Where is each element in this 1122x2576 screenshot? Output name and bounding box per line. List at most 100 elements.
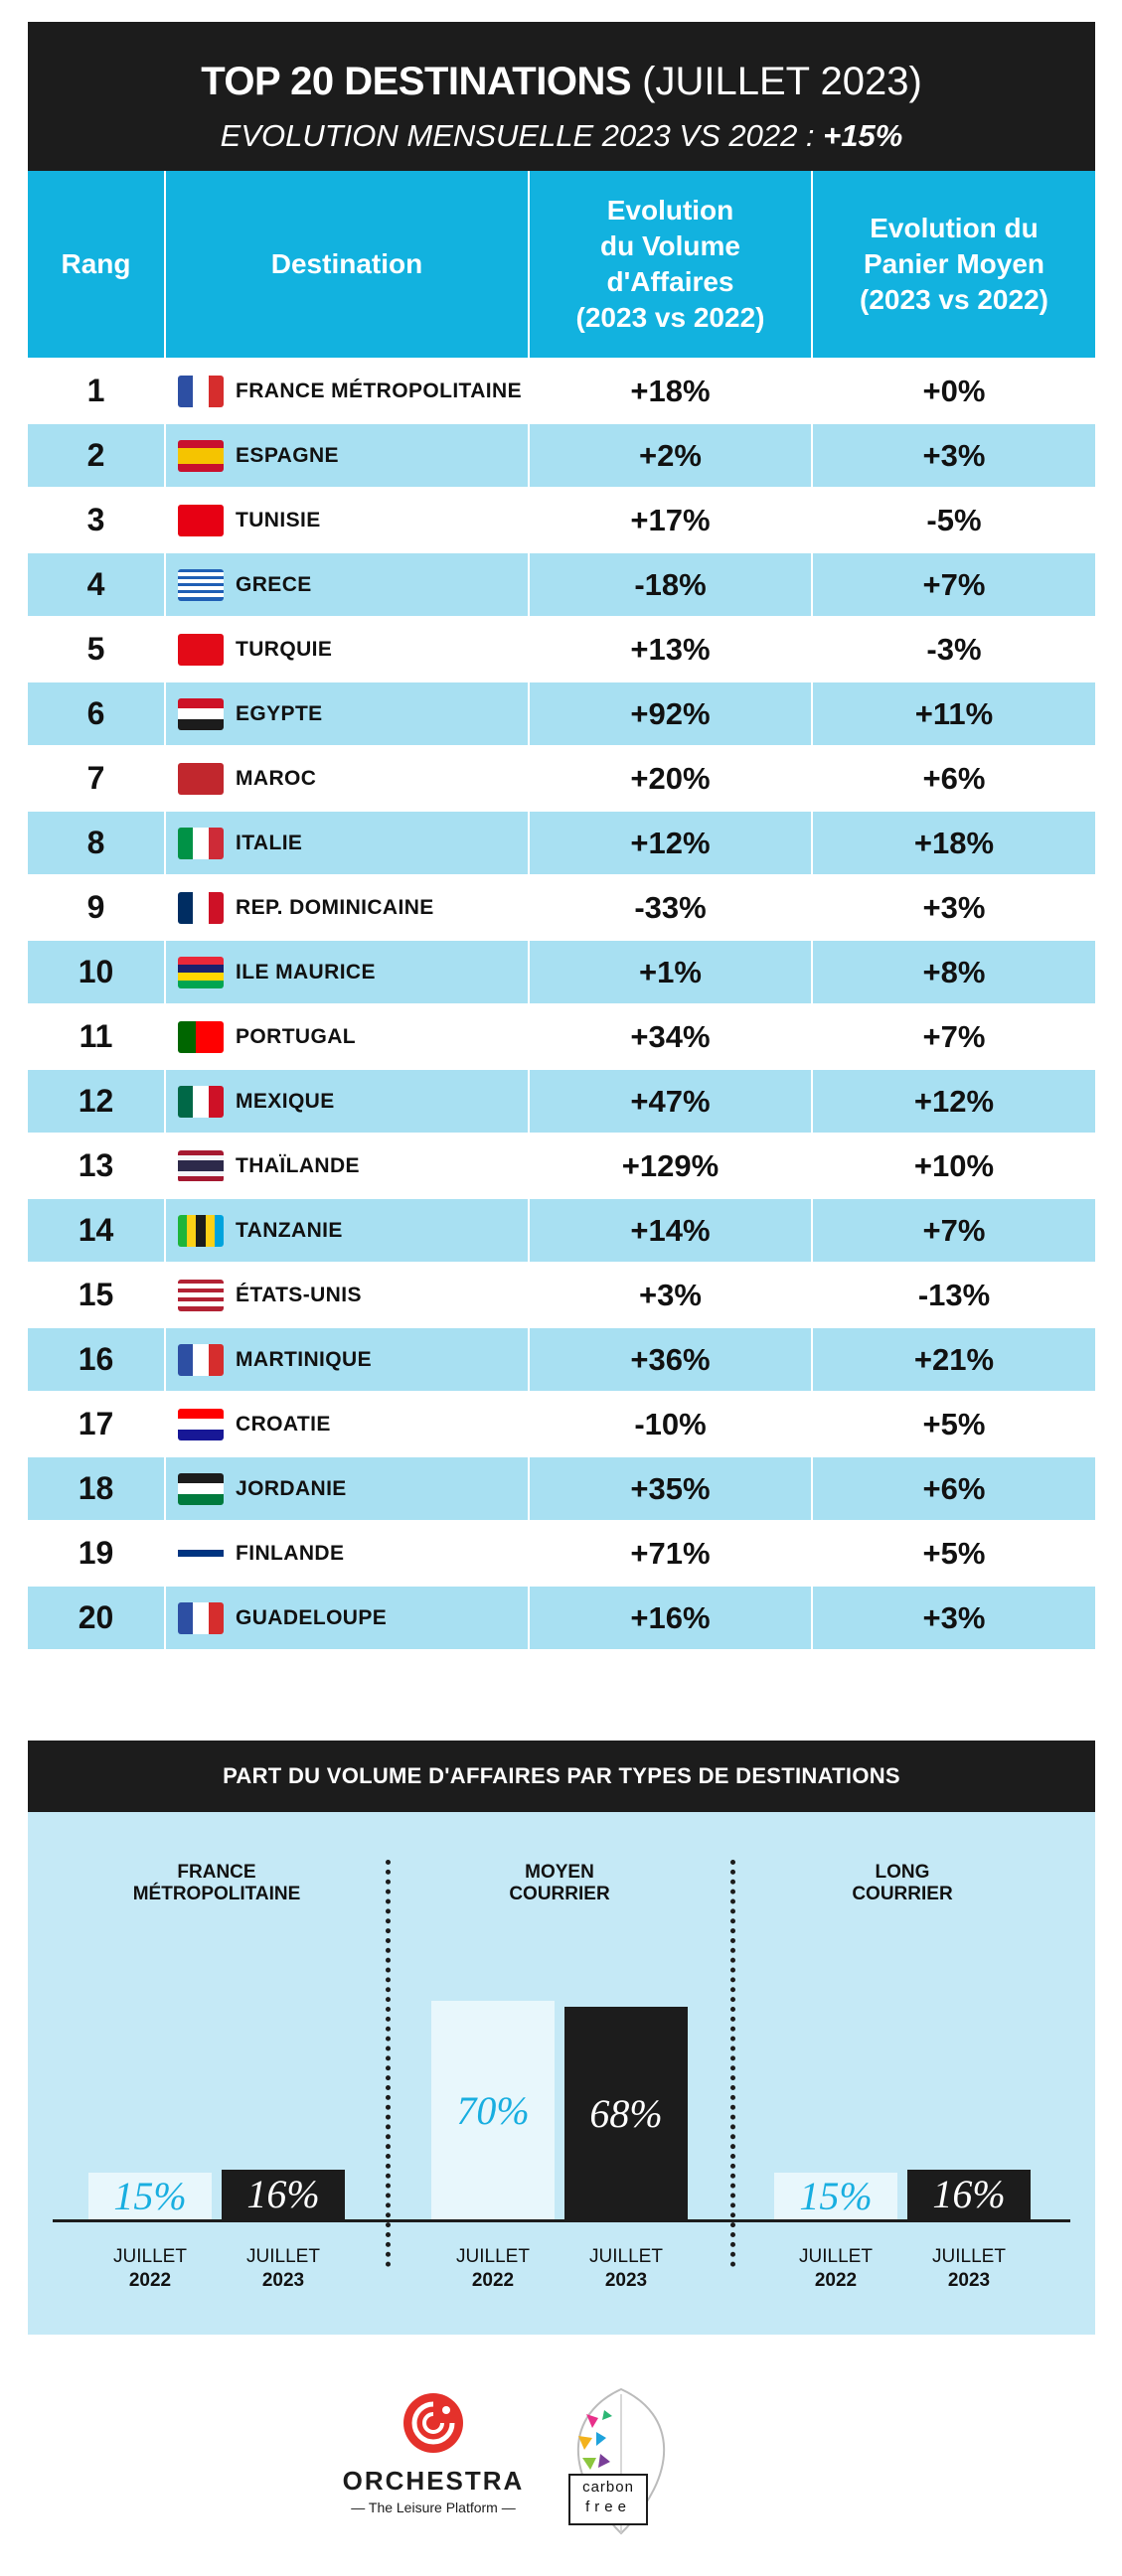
table-row: 15 ÉTATS-UNIS +3% -13% bbox=[28, 1262, 1095, 1326]
column-header-destination: Destination bbox=[164, 171, 528, 358]
panier-evolution-cell: +11% bbox=[811, 682, 1095, 745]
category-label: LONG COURRIER bbox=[852, 1862, 953, 1904]
bar-value-label: 68% bbox=[589, 2090, 663, 2136]
panier-evolution-cell: +7% bbox=[811, 1199, 1095, 1262]
destination-name: ESPAGNE bbox=[236, 443, 339, 467]
volume-evolution-cell: -33% bbox=[528, 876, 811, 939]
destination-name: ILE MAURICE bbox=[236, 960, 376, 984]
rank-cell: 16 bbox=[78, 1341, 114, 1377]
bar-2023-3: 16% bbox=[907, 2169, 1031, 2219]
panier-evolution-cell: +3% bbox=[811, 424, 1095, 487]
main-title-regular: (JUILLET 2023) bbox=[642, 60, 922, 103]
rank-cell: 18 bbox=[78, 1470, 114, 1506]
x-axis-label-month: JUILLET bbox=[932, 2246, 1006, 2267]
rank-cell: 15 bbox=[78, 1277, 114, 1312]
destination-name: GRECE bbox=[236, 572, 312, 596]
table-row: 16 MARTINIQUE +36% +21% bbox=[28, 1326, 1095, 1391]
rank-cell: 20 bbox=[78, 1599, 114, 1635]
category-label: FRANCE MÉTROPOLITAINE bbox=[132, 1862, 301, 1904]
usa-flag-icon bbox=[178, 1279, 224, 1311]
volume-evolution-cell: +14% bbox=[528, 1199, 811, 1262]
destination-cell: MAROC bbox=[164, 747, 528, 810]
table-row: 4 GRECE -18% +7% bbox=[28, 551, 1095, 616]
x-axis-label-year: 2022 bbox=[128, 2270, 172, 2291]
bar-2022-1: 15% bbox=[88, 2172, 212, 2219]
rank-cell: 11 bbox=[79, 1018, 113, 1054]
infographic-header: TOP 20 DESTINATIONS (JUILLET 2023) EVOLU… bbox=[28, 22, 1095, 171]
rank-cell: 17 bbox=[78, 1406, 114, 1441]
panier-evolution-cell: +5% bbox=[811, 1522, 1095, 1585]
main-title: TOP 20 DESTINATIONS (JUILLET 2023) bbox=[28, 58, 1095, 105]
destination-cell: GUADELOUPE bbox=[164, 1587, 528, 1649]
table-row: 8 ITALIE +12% +18% bbox=[28, 810, 1095, 874]
rank-cell: 12 bbox=[78, 1083, 114, 1119]
chart-title: PART DU VOLUME D'AFFAIRES PAR TYPES DE D… bbox=[28, 1741, 1095, 1812]
carbon-free-line2: free bbox=[585, 2499, 631, 2515]
destination-name: EGYPTE bbox=[236, 701, 323, 725]
rank-cell: 19 bbox=[78, 1535, 114, 1571]
panier-evolution-cell: +6% bbox=[811, 747, 1095, 810]
main-subtitle: EVOLUTION MENSUELLE 2023 VS 2022 : +15% bbox=[28, 117, 1095, 155]
carbon-free-badge: carbon free bbox=[568, 2474, 648, 2525]
dominican-republic-flag-icon bbox=[178, 891, 224, 924]
panier-evolution-cell: +3% bbox=[811, 1587, 1095, 1649]
volume-evolution-cell: +20% bbox=[528, 747, 811, 810]
carbon-free-line1: carbon bbox=[582, 2479, 634, 2496]
destination-name: MARTINIQUE bbox=[236, 1347, 372, 1371]
destination-name: TANZANIE bbox=[236, 1218, 343, 1242]
x-axis-label-year: 2022 bbox=[471, 2270, 515, 2291]
destination-cell: MARTINIQUE bbox=[164, 1328, 528, 1391]
rank-cell: 2 bbox=[86, 437, 105, 473]
x-axis-label-year: 2022 bbox=[814, 2270, 858, 2291]
destination-name: TUNISIE bbox=[236, 508, 321, 531]
chart-baseline bbox=[53, 2219, 1070, 2222]
table-row: 14 TANZANIE +14% +7% bbox=[28, 1197, 1095, 1262]
panier-evolution-cell: +8% bbox=[811, 941, 1095, 1003]
table-row: 9 REP. DOMINICAINE -33% +3% bbox=[28, 874, 1095, 939]
bar-2023-2: 68% bbox=[564, 2007, 688, 2219]
volume-evolution-cell: +92% bbox=[528, 682, 811, 745]
panier-evolution-cell: +0% bbox=[811, 360, 1095, 422]
volume-evolution-cell: +71% bbox=[528, 1522, 811, 1585]
x-axis-label: JUILLET 2023 bbox=[222, 2245, 345, 2293]
destination-name: ÉTATS-UNIS bbox=[236, 1283, 362, 1306]
rank-cell: 4 bbox=[86, 566, 105, 602]
morocco-flag-icon bbox=[178, 762, 224, 795]
france-flag-icon bbox=[178, 375, 224, 407]
rank-cell: 5 bbox=[86, 631, 105, 667]
x-axis-label-month: JUILLET bbox=[246, 2246, 320, 2267]
destination-cell: REP. DOMINICAINE bbox=[164, 876, 528, 939]
panier-evolution-cell: +7% bbox=[811, 553, 1095, 616]
x-axis-label-year: 2023 bbox=[947, 2270, 991, 2291]
destination-name: MEXIQUE bbox=[236, 1089, 335, 1113]
table-row: 20 GUADELOUPE +16% +3% bbox=[28, 1585, 1095, 1649]
thailand-flag-icon bbox=[178, 1149, 224, 1182]
volume-evolution-cell: +13% bbox=[528, 618, 811, 681]
egypt-flag-icon bbox=[178, 697, 224, 730]
volume-evolution-cell: +35% bbox=[528, 1457, 811, 1520]
rank-cell: 6 bbox=[86, 695, 105, 731]
column-header-rank: Rang bbox=[61, 248, 131, 279]
subtitle-prefix: EVOLUTION MENSUELLE 2023 VS 2022 : bbox=[220, 118, 815, 153]
rank-cell: 1 bbox=[86, 373, 105, 408]
destination-cell: CROATIE bbox=[164, 1393, 528, 1455]
orchestra-wordmark: ORCHESTRA bbox=[342, 2466, 525, 2496]
destination-cell: ITALIE bbox=[164, 812, 528, 874]
destination-cell: TUNISIE bbox=[164, 489, 528, 551]
panier-evolution-cell: -13% bbox=[811, 1264, 1095, 1326]
destination-cell: PORTUGAL bbox=[164, 1005, 528, 1068]
x-axis-label-month: JUILLET bbox=[589, 2246, 663, 2267]
volume-evolution-cell: +34% bbox=[528, 1005, 811, 1068]
panier-evolution-cell: +10% bbox=[811, 1135, 1095, 1197]
destination-cell: TANZANIE bbox=[164, 1199, 528, 1262]
volume-evolution-cell: +3% bbox=[528, 1264, 811, 1326]
bar-value-label: 70% bbox=[456, 2087, 530, 2133]
mauritius-flag-icon bbox=[178, 956, 224, 988]
x-axis-label-month: JUILLET bbox=[799, 2246, 873, 2267]
table-row: 7 MAROC +20% +6% bbox=[28, 745, 1095, 810]
bar-2022-2: 70% bbox=[431, 2001, 555, 2219]
bar-2022-3: 15% bbox=[774, 2172, 897, 2219]
destination-cell: THAÏLANDE bbox=[164, 1135, 528, 1197]
table-row: 6 EGYPTE +92% +11% bbox=[28, 681, 1095, 745]
france-flag-icon bbox=[178, 1601, 224, 1634]
